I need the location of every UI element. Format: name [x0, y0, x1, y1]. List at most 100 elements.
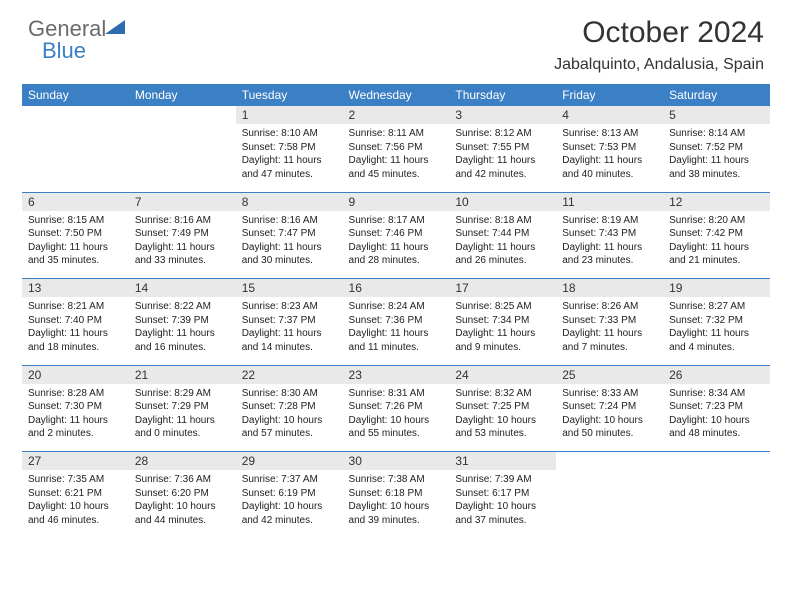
- day-cell: Sunrise: 8:22 AMSunset: 7:39 PMDaylight:…: [129, 297, 236, 365]
- day-number: 28: [129, 452, 236, 471]
- day-header: Saturday: [663, 84, 770, 106]
- day-cell: Sunrise: 7:35 AMSunset: 6:21 PMDaylight:…: [22, 470, 129, 538]
- day-cell: Sunrise: 8:21 AMSunset: 7:40 PMDaylight:…: [22, 297, 129, 365]
- logo-blue-word: Blue: [42, 38, 86, 64]
- daylight-text: Daylight: 10 hours and 39 minutes.: [349, 500, 444, 527]
- sunrise-text: Sunrise: 7:37 AM: [242, 473, 337, 487]
- day-cell: Sunrise: 8:11 AMSunset: 7:56 PMDaylight:…: [343, 124, 450, 192]
- day-cell: Sunrise: 8:29 AMSunset: 7:29 PMDaylight:…: [129, 384, 236, 452]
- day-number: 24: [449, 365, 556, 384]
- day-header: Friday: [556, 84, 663, 106]
- sunrise-text: Sunrise: 8:28 AM: [28, 387, 123, 401]
- sunset-text: Sunset: 7:42 PM: [669, 227, 764, 241]
- sunset-text: Sunset: 7:47 PM: [242, 227, 337, 241]
- daylight-text: Daylight: 11 hours and 23 minutes.: [562, 241, 657, 268]
- daylight-text: Daylight: 11 hours and 45 minutes.: [349, 154, 444, 181]
- day-cell: Sunrise: 8:30 AMSunset: 7:28 PMDaylight:…: [236, 384, 343, 452]
- day-number: 8: [236, 192, 343, 211]
- day-header: Tuesday: [236, 84, 343, 106]
- daylight-text: Daylight: 11 hours and 0 minutes.: [135, 414, 230, 441]
- daylight-text: Daylight: 10 hours and 48 minutes.: [669, 414, 764, 441]
- day-cell: Sunrise: 8:14 AMSunset: 7:52 PMDaylight:…: [663, 124, 770, 192]
- daylight-text: Daylight: 11 hours and 16 minutes.: [135, 327, 230, 354]
- daylight-text: Daylight: 10 hours and 53 minutes.: [455, 414, 550, 441]
- daylight-text: Daylight: 10 hours and 44 minutes.: [135, 500, 230, 527]
- day-cell: Sunrise: 8:26 AMSunset: 7:33 PMDaylight:…: [556, 297, 663, 365]
- day-cell: Sunrise: 8:24 AMSunset: 7:36 PMDaylight:…: [343, 297, 450, 365]
- day-cell: [129, 124, 236, 192]
- sunset-text: Sunset: 6:18 PM: [349, 487, 444, 501]
- day-number: 12: [663, 192, 770, 211]
- sunrise-text: Sunrise: 8:21 AM: [28, 300, 123, 314]
- daylight-text: Daylight: 11 hours and 18 minutes.: [28, 327, 123, 354]
- daylight-text: Daylight: 11 hours and 40 minutes.: [562, 154, 657, 181]
- sunset-text: Sunset: 7:58 PM: [242, 141, 337, 155]
- week-content-row: Sunrise: 8:15 AMSunset: 7:50 PMDaylight:…: [22, 211, 770, 279]
- daylight-text: Daylight: 11 hours and 2 minutes.: [28, 414, 123, 441]
- sunrise-text: Sunrise: 8:33 AM: [562, 387, 657, 401]
- day-number: 29: [236, 452, 343, 471]
- sunrise-text: Sunrise: 8:16 AM: [135, 214, 230, 228]
- week-content-row: Sunrise: 8:10 AMSunset: 7:58 PMDaylight:…: [22, 124, 770, 192]
- day-cell: Sunrise: 8:16 AMSunset: 7:47 PMDaylight:…: [236, 211, 343, 279]
- daylight-text: Daylight: 11 hours and 30 minutes.: [242, 241, 337, 268]
- daylight-text: Daylight: 11 hours and 28 minutes.: [349, 241, 444, 268]
- day-cell: Sunrise: 8:25 AMSunset: 7:34 PMDaylight:…: [449, 297, 556, 365]
- week-number-row: 2728293031: [22, 452, 770, 471]
- day-cell: Sunrise: 8:15 AMSunset: 7:50 PMDaylight:…: [22, 211, 129, 279]
- daylight-text: Daylight: 10 hours and 42 minutes.: [242, 500, 337, 527]
- day-cell: Sunrise: 8:28 AMSunset: 7:30 PMDaylight:…: [22, 384, 129, 452]
- day-number: 10: [449, 192, 556, 211]
- location: Jabalquinto, Andalusia, Spain: [554, 56, 764, 74]
- sunrise-text: Sunrise: 8:23 AM: [242, 300, 337, 314]
- sunrise-text: Sunrise: 7:35 AM: [28, 473, 123, 487]
- sunrise-text: Sunrise: 8:34 AM: [669, 387, 764, 401]
- sunrise-text: Sunrise: 8:22 AM: [135, 300, 230, 314]
- sunset-text: Sunset: 7:43 PM: [562, 227, 657, 241]
- sunset-text: Sunset: 7:49 PM: [135, 227, 230, 241]
- sunset-text: Sunset: 7:40 PM: [28, 314, 123, 328]
- day-number: 31: [449, 452, 556, 471]
- sunrise-text: Sunrise: 8:15 AM: [28, 214, 123, 228]
- day-number: 30: [343, 452, 450, 471]
- sunset-text: Sunset: 7:24 PM: [562, 400, 657, 414]
- triangle-icon: [105, 17, 125, 40]
- sunrise-text: Sunrise: 8:12 AM: [455, 127, 550, 141]
- day-cell: Sunrise: 7:39 AMSunset: 6:17 PMDaylight:…: [449, 470, 556, 538]
- day-cell: Sunrise: 8:18 AMSunset: 7:44 PMDaylight:…: [449, 211, 556, 279]
- day-number: 5: [663, 106, 770, 124]
- daylight-text: Daylight: 11 hours and 21 minutes.: [669, 241, 764, 268]
- day-number: 16: [343, 279, 450, 298]
- daylight-text: Daylight: 11 hours and 38 minutes.: [669, 154, 764, 181]
- day-header: Wednesday: [343, 84, 450, 106]
- sunset-text: Sunset: 7:52 PM: [669, 141, 764, 155]
- day-number: 6: [22, 192, 129, 211]
- daylight-text: Daylight: 11 hours and 42 minutes.: [455, 154, 550, 181]
- day-cell: [556, 470, 663, 538]
- month-title: October 2024: [554, 16, 764, 50]
- day-number: 22: [236, 365, 343, 384]
- day-number: 21: [129, 365, 236, 384]
- day-cell: Sunrise: 8:23 AMSunset: 7:37 PMDaylight:…: [236, 297, 343, 365]
- day-cell: Sunrise: 8:13 AMSunset: 7:53 PMDaylight:…: [556, 124, 663, 192]
- daylight-text: Daylight: 11 hours and 33 minutes.: [135, 241, 230, 268]
- sunset-text: Sunset: 7:53 PM: [562, 141, 657, 155]
- week-number-row: 20212223242526: [22, 365, 770, 384]
- sunrise-text: Sunrise: 8:13 AM: [562, 127, 657, 141]
- sunrise-text: Sunrise: 8:26 AM: [562, 300, 657, 314]
- day-number: 7: [129, 192, 236, 211]
- day-cell: Sunrise: 7:38 AMSunset: 6:18 PMDaylight:…: [343, 470, 450, 538]
- daylight-text: Daylight: 11 hours and 47 minutes.: [242, 154, 337, 181]
- calendar-table: Sunday Monday Tuesday Wednesday Thursday…: [22, 84, 770, 538]
- sunset-text: Sunset: 7:29 PM: [135, 400, 230, 414]
- sunset-text: Sunset: 7:36 PM: [349, 314, 444, 328]
- day-header: Thursday: [449, 84, 556, 106]
- day-number: [22, 106, 129, 124]
- sunrise-text: Sunrise: 8:32 AM: [455, 387, 550, 401]
- week-number-row: 12345: [22, 106, 770, 124]
- daylight-text: Daylight: 10 hours and 50 minutes.: [562, 414, 657, 441]
- sunrise-text: Sunrise: 8:14 AM: [669, 127, 764, 141]
- day-number: 2: [343, 106, 450, 124]
- day-number: [129, 106, 236, 124]
- day-number: 19: [663, 279, 770, 298]
